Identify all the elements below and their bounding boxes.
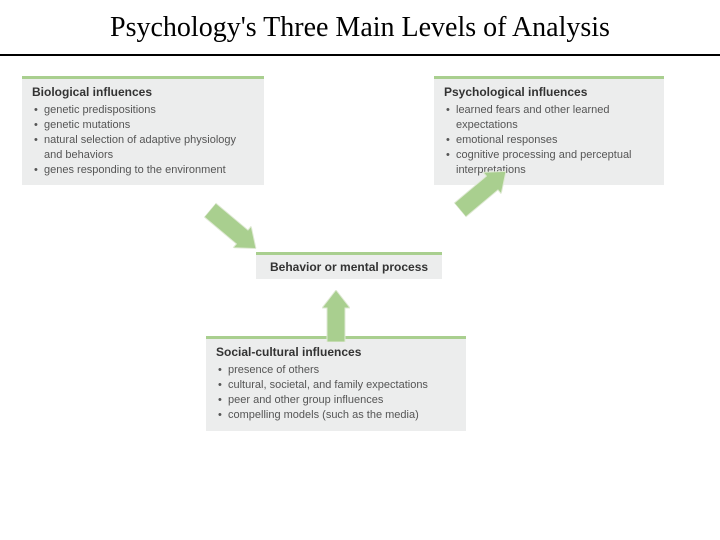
list-item: learned fears and other learned expectat…	[446, 103, 654, 133]
arrow-soc-to-center	[322, 290, 350, 342]
box-social-cultural: Social-cultural influences presence of o…	[206, 336, 466, 430]
box-psychological: Psychological influences learned fears a…	[434, 76, 664, 185]
list-item: cultural, societal, and family expectati…	[218, 378, 456, 393]
list-item: natural selection of adaptive physiology…	[34, 133, 254, 163]
box-list-biological: genetic predispositions genetic mutation…	[32, 103, 254, 177]
box-heading-social-cultural: Social-cultural influences	[216, 345, 456, 359]
box-heading-biological: Biological influences	[32, 85, 254, 99]
box-biological: Biological influences genetic predisposi…	[22, 76, 264, 185]
page-title: Psychology's Three Main Levels of Analys…	[0, 0, 720, 48]
list-item: genetic predispositions	[34, 103, 254, 118]
list-item: presence of others	[218, 363, 456, 378]
list-item: cognitive processing and perceptual inte…	[446, 148, 654, 178]
list-item: emotional responses	[446, 133, 654, 148]
center-box: Behavior or mental process	[256, 252, 442, 279]
box-list-psychological: learned fears and other learned expectat…	[444, 103, 654, 177]
list-item: genetic mutations	[34, 118, 254, 133]
box-heading-psychological: Psychological influences	[444, 85, 654, 99]
box-list-social-cultural: presence of others cultural, societal, a…	[216, 363, 456, 422]
list-item: compelling models (such as the media)	[218, 408, 456, 423]
list-item: genes responding to the environment	[34, 163, 254, 178]
list-item: peer and other group influences	[218, 393, 456, 408]
arrow-bio-to-center	[201, 199, 265, 259]
diagram-canvas: Biological influences genetic predisposi…	[0, 56, 720, 496]
